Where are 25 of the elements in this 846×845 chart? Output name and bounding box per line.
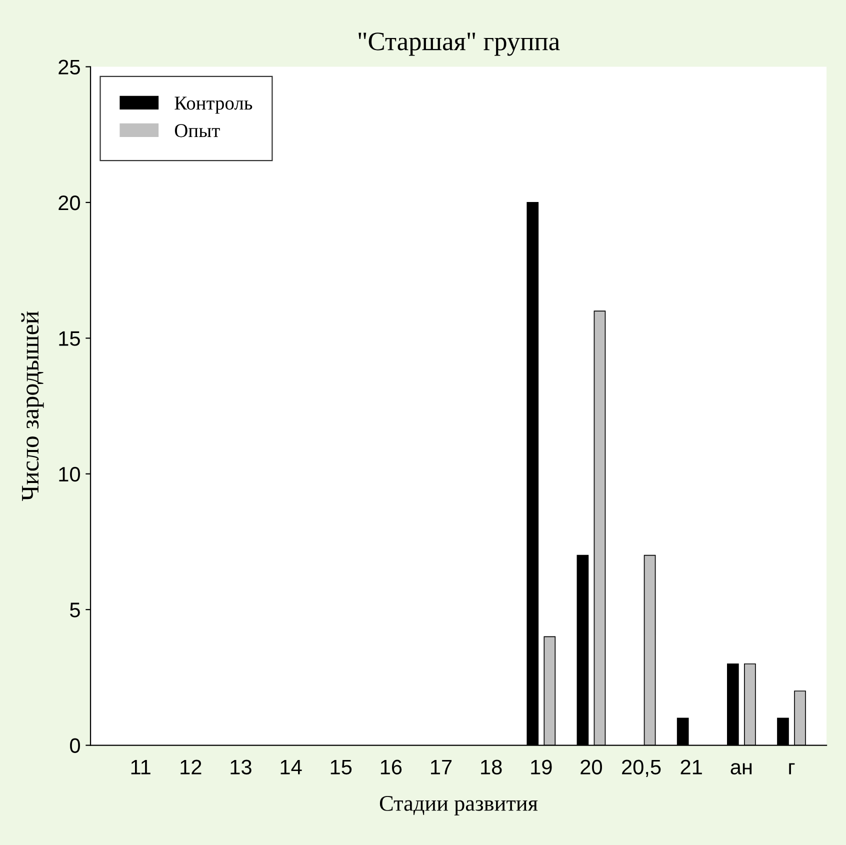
x-tick-label: 14 (280, 760, 302, 774)
x-tick-label: 13 (230, 760, 252, 774)
x-tick-label: 20 (580, 760, 602, 774)
x-tick-label: 21 (680, 760, 702, 774)
chart-title: "Старшая" группа (358, 32, 560, 56)
x-tick-label: 18 (481, 760, 502, 774)
x-tick-label: ан (730, 763, 752, 774)
legend-label: Опыт (174, 124, 220, 138)
x-tick-label: 12 (180, 760, 202, 774)
x-tick-label: 11 (131, 760, 150, 774)
y-tick-label: 5 (70, 602, 80, 618)
legend-label: Контроль (174, 96, 252, 114)
y-tick-label: 0 (70, 738, 80, 754)
y-tick-label: 20 (58, 195, 80, 210)
x-tick-label: 16 (380, 760, 402, 774)
x-tick-label: 20,5 (622, 760, 661, 777)
y-tick-label: 10 (59, 466, 80, 482)
y-tick-label: 15 (59, 331, 80, 346)
x-tick-label: 17 (431, 760, 452, 774)
x-tick-label: 19 (531, 760, 552, 774)
x-tick-label: г (789, 763, 795, 774)
y-tick-label: 25 (58, 60, 80, 75)
x-axis-title: Стадии развития (380, 796, 538, 816)
y-axis-title: Число зародышей (21, 311, 44, 501)
x-tick-label: 15 (330, 760, 352, 774)
